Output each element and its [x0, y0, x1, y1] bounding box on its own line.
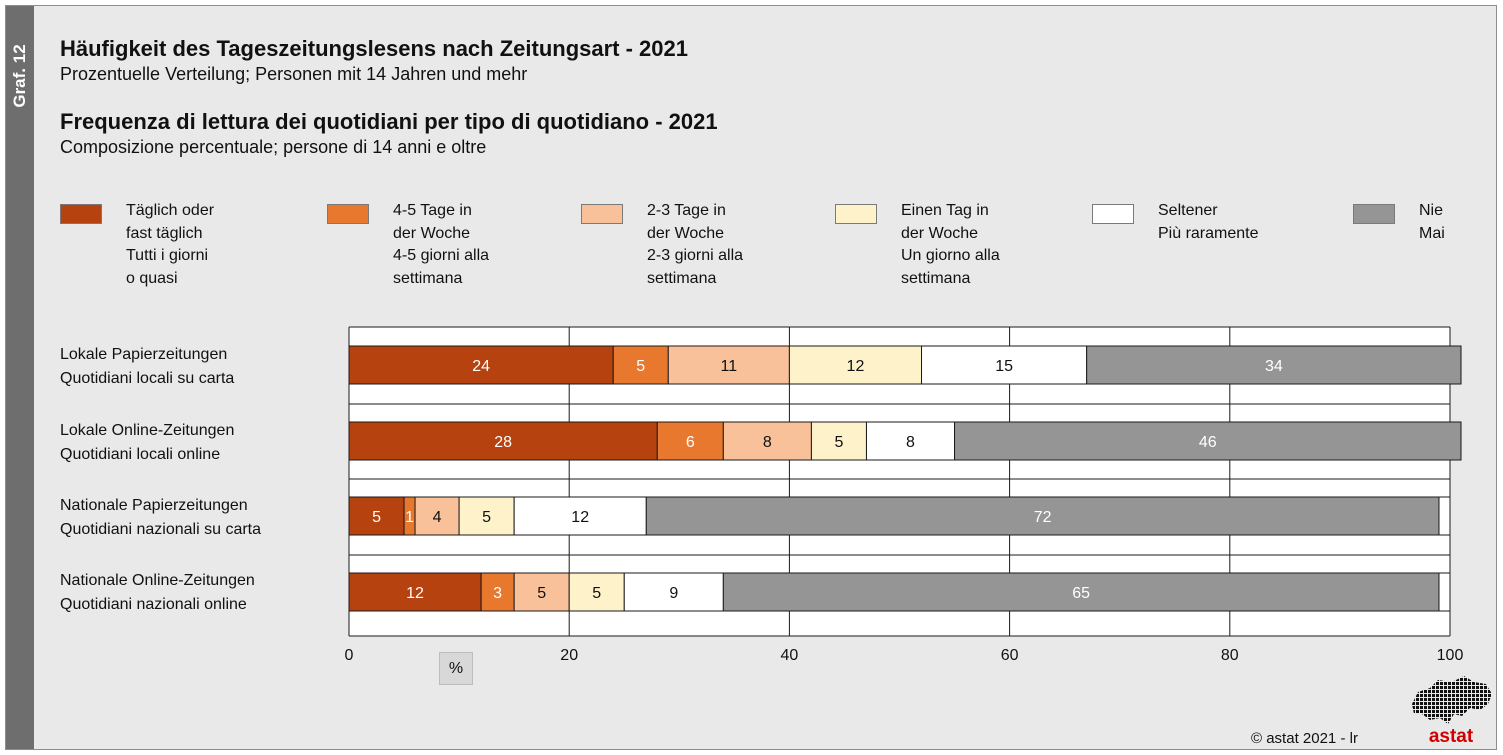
x-tick-label: 0 [345, 647, 354, 664]
data-label: 24 [472, 358, 490, 375]
bar-segment [348, 572, 482, 612]
data-label: 15 [995, 358, 1013, 375]
bar-segment [348, 345, 614, 385]
category-label-local-online: Lokale Online-Zeitungen Quotidiani local… [60, 419, 234, 467]
subtitle-italian: Composizione percentuale; persone di 14 … [60, 137, 487, 157]
legend-swatch [327, 204, 369, 224]
x-tick-label: 80 [1221, 647, 1239, 664]
south-tyrol-map-icon [1412, 676, 1492, 724]
bar-segment [612, 345, 669, 385]
category-label-italian: Quotidiani nazionali online [60, 596, 247, 613]
stacked-bar-chart: 24 5 11 12 15 34 28 6 8 5 8 46 5 1 4 5 12 72 12 3 5 5 9 65 0 20 40… [345, 326, 1464, 664]
chart-frame: Graf. 12 Häufigkeit des Tageszeitungsles… [5, 5, 1497, 750]
bar-segment [722, 572, 1440, 612]
data-label: 65 [1072, 585, 1090, 602]
category-label-italian: Quotidiani locali su carta [60, 370, 235, 387]
x-tick-label: 60 [1001, 647, 1019, 664]
bar-segment [1086, 345, 1462, 385]
data-label: 4 [433, 509, 442, 526]
data-label: 3 [493, 585, 502, 602]
data-label: 5 [592, 585, 601, 602]
data-label: 11 [721, 358, 738, 375]
bar-segment [348, 496, 405, 536]
copyright-notice: © astat 2021 - lr [1251, 730, 1358, 747]
legend-label: 2-3 Tage in der Woche 2-3 giorni alla se… [647, 202, 744, 287]
category-label-national-online: Nationale Online-Zeitungen Quotidiani na… [60, 569, 255, 617]
bar-segment [458, 496, 515, 536]
data-label: 34 [1265, 358, 1283, 375]
graph-number-tab: Graf. 12 [6, 6, 34, 749]
data-label: 5 [537, 585, 546, 602]
category-label-german: Nationale Papierzeitungen [60, 497, 248, 514]
data-label: 9 [669, 585, 678, 602]
legend-swatch [1353, 204, 1395, 224]
x-tick-label: 40 [781, 647, 799, 664]
data-label: 8 [906, 434, 915, 451]
bar-segment [645, 496, 1440, 536]
bar-segment [865, 421, 956, 461]
x-axis-unit-label: % [439, 652, 473, 685]
data-label: 28 [494, 434, 512, 451]
bar-segment [810, 421, 867, 461]
legend-label: 4-5 Tage in der Woche 4-5 giorni alla se… [393, 202, 490, 287]
bar-segment [513, 496, 647, 536]
category-label-german: Nationale Online-Zeitungen [60, 572, 255, 589]
category-label-national-print: Nationale Papierzeitungen Quotidiani naz… [60, 494, 261, 542]
x-tick-label: 20 [560, 647, 578, 664]
bar-segment [954, 421, 1462, 461]
bar-segment [921, 345, 1088, 385]
legend-swatch [835, 204, 877, 224]
title-italian: Frequenza di lettura dei quotidiani per … [60, 109, 718, 134]
legend-label: Einen Tag in der Woche Un giorno alla se… [901, 202, 1000, 287]
x-tick-label: 100 [1437, 647, 1464, 664]
astat-logo: astat [1408, 674, 1494, 749]
data-label: 5 [834, 434, 843, 451]
legend-swatch [60, 204, 102, 224]
legend-label: Seltener Più raramente [1158, 202, 1259, 242]
category-label-italian: Quotidiani nazionali su carta [60, 521, 262, 538]
bar-segment [414, 496, 460, 536]
bar-segment [513, 572, 570, 612]
data-label: 12 [847, 358, 865, 375]
category-label-local-print: Lokale Papierzeitungen Quotidiani locali… [60, 343, 234, 391]
data-label: 5 [372, 509, 381, 526]
bar-segment [623, 572, 724, 612]
bar-segment [722, 421, 812, 461]
astat-logo-text: astat [1428, 726, 1474, 747]
legend-label: Nie Mai [1419, 202, 1445, 242]
data-label: 46 [1199, 434, 1217, 451]
bar-segment [568, 572, 625, 612]
data-label: 5 [636, 358, 645, 375]
data-label: 1 [405, 509, 414, 526]
category-label-italian: Quotidiani locali online [60, 446, 221, 463]
bar-segment [348, 421, 658, 461]
data-label: 5 [482, 509, 491, 526]
category-label-german: Lokale Papierzeitungen [60, 346, 228, 363]
data-label: 12 [406, 585, 424, 602]
data-label: 12 [571, 509, 589, 526]
legend-label: Täglich oder fast täglich Tutti i giorni… [126, 202, 215, 287]
title-german: Häufigkeit des Tageszeitungslesens nach … [60, 36, 688, 61]
bar-segment [480, 572, 515, 612]
subtitle-german: Prozentuelle Verteilung; Personen mit 14… [60, 64, 528, 84]
legend-swatch [1092, 204, 1134, 224]
data-label: 72 [1034, 509, 1052, 526]
category-label-german: Lokale Online-Zeitungen [60, 422, 235, 439]
data-label: 6 [686, 434, 695, 451]
data-label: 8 [763, 434, 772, 451]
legend-swatch [581, 204, 623, 224]
